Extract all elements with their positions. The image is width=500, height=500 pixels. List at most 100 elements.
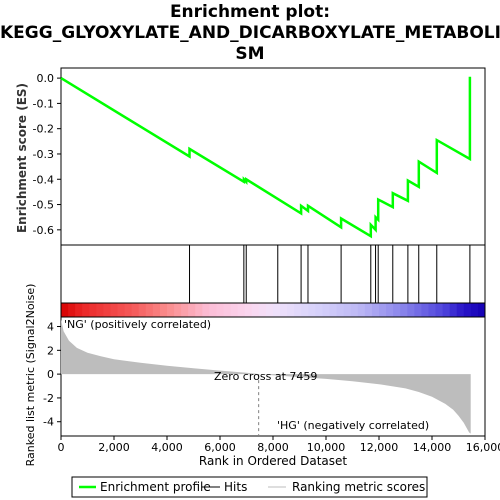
legend-hits-label: Hits	[224, 480, 247, 494]
rank-color-segment	[379, 303, 387, 317]
metric-y-tick-label: -4	[43, 416, 54, 429]
es-panel-frame	[60, 67, 486, 246]
rank-color-segment	[61, 303, 69, 317]
rank-color-segment	[350, 303, 359, 317]
rank-color-segment	[329, 303, 338, 317]
metric-y-axis-label: Ranked list metric (Signal2Noise)	[24, 284, 37, 467]
rank-color-segment	[371, 303, 380, 317]
x-axis-label: Rank in Ordered Dataset	[199, 454, 347, 468]
metric-y-tick-label: -2	[43, 392, 54, 405]
x-tick-label: 4,000	[151, 441, 183, 454]
rank-color-segment	[407, 303, 415, 317]
es-y-tick-label: -0.3	[33, 148, 54, 161]
rank-color-segment	[117, 303, 126, 317]
x-tick-label: 10,000	[307, 441, 346, 454]
es-y-tick-label: -0.5	[33, 199, 54, 212]
rank-color-segment	[82, 303, 90, 317]
rank-color-segment	[322, 303, 331, 317]
rank-color-segment	[456, 303, 465, 317]
title-line-3: SM	[235, 44, 265, 64]
rank-color-segment	[209, 303, 217, 317]
rank-color-segment	[145, 303, 154, 317]
rank-color-segment	[273, 303, 281, 317]
rank-color-segment	[280, 303, 288, 317]
rank-color-segment	[216, 303, 225, 317]
rank-color-segment	[357, 303, 366, 317]
rank-color-segment	[103, 303, 111, 317]
rank-color-segment	[470, 303, 479, 317]
metric-area	[61, 319, 471, 434]
rank-color-bar	[61, 303, 486, 317]
rank-color-segment	[435, 303, 444, 317]
rank-color-segment	[400, 303, 408, 317]
rank-color-segment	[414, 303, 422, 317]
rank-color-segment	[308, 303, 316, 317]
negative-correlation-label: 'HG' (negatively correlated)	[277, 419, 429, 432]
es-y-tick-label: -0.6	[33, 224, 54, 237]
rank-color-segment	[138, 303, 147, 317]
rank-color-segment	[110, 303, 119, 317]
rank-color-segment	[223, 303, 232, 317]
rank-color-segment	[315, 303, 323, 317]
rank-color-segment	[294, 303, 302, 317]
rank-color-segment	[343, 303, 352, 317]
es-line	[60, 76, 472, 239]
es-y-tick-label: -0.4	[33, 173, 54, 186]
rank-color-segment	[75, 303, 83, 317]
rank-color-segment	[258, 303, 267, 317]
rank-color-segment	[449, 303, 458, 317]
title-line-1: Enrichment plot:	[169, 2, 331, 22]
legend-box	[71, 476, 428, 498]
es-y-tick-label: -0.2	[33, 123, 54, 136]
x-tick-label: 2,000	[98, 441, 130, 454]
rank-color-segment	[386, 303, 394, 317]
rank-color-segment	[251, 303, 260, 317]
rank-color-segment	[167, 303, 175, 317]
x-tick-label: 16,000	[466, 441, 500, 454]
metric-y-tick-label: 4	[47, 321, 54, 334]
rank-color-segment	[301, 303, 309, 317]
rank-color-segment	[68, 303, 76, 317]
legend-es-label: Enrichment profile	[100, 480, 211, 494]
rank-color-segment	[364, 303, 373, 317]
x-tick-label: 14,000	[413, 441, 452, 454]
rank-color-segment	[174, 303, 182, 317]
title-line-2: KEGG_GLYOXYLATE_AND_DICARBOXYLATE_METABO…	[0, 23, 500, 43]
rank-color-segment	[181, 303, 189, 317]
metric-y-tick-label: 0	[47, 368, 54, 381]
es-y-axis-label: Enrichment score (ES)	[15, 83, 29, 233]
x-tick-label: 0	[58, 441, 65, 454]
rank-color-segment	[421, 303, 429, 317]
rank-color-segment	[202, 303, 210, 317]
hits-panel-frame	[60, 244, 486, 304]
rank-color-segment	[287, 303, 295, 317]
rank-color-segment	[124, 303, 133, 317]
rank-color-segment	[230, 303, 239, 317]
rank-color-segment	[159, 303, 168, 317]
rank-color-segment	[393, 303, 401, 317]
rank-color-segment	[188, 303, 196, 317]
rank-color-segment	[131, 303, 140, 317]
rank-color-segment	[336, 303, 345, 317]
x-tick-label: 12,000	[360, 441, 399, 454]
rank-color-segment	[152, 303, 161, 317]
rank-color-segment	[96, 303, 104, 317]
rank-color-segment	[195, 303, 203, 317]
rank-color-segment	[463, 303, 472, 317]
rank-color-segment	[89, 303, 97, 317]
metric-y-tick-label: 2	[47, 344, 54, 357]
positive-correlation-label: 'NG' (positively correlated)	[64, 318, 211, 331]
rank-color-segment	[237, 303, 246, 317]
es-y-tick-label: -0.1	[33, 97, 54, 110]
zero-cross-annotation: Zero cross at 7459	[214, 370, 317, 383]
rank-color-segment	[442, 303, 451, 317]
rank-color-segment	[428, 303, 437, 317]
x-tick-label: 8,000	[257, 441, 289, 454]
rank-color-segment	[244, 303, 253, 317]
legend-metric-label: Ranking metric scores	[292, 480, 425, 494]
rank-color-segment	[265, 303, 274, 317]
chart-title: Enrichment plot: KEGG_GLYOXYLATE_AND_DIC…	[0, 2, 500, 65]
rank-color-segment	[477, 303, 486, 317]
x-tick-label: 6,000	[204, 441, 236, 454]
